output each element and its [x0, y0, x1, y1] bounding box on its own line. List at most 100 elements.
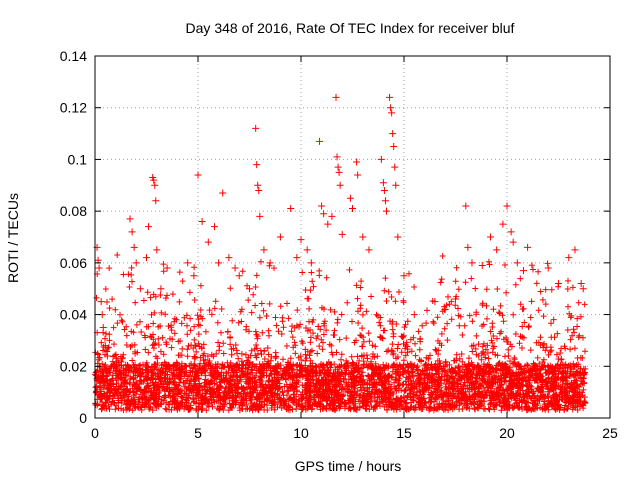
plot-frame — [94, 55, 611, 419]
y-tick-label: 0.04 — [60, 307, 87, 323]
data-point — [225, 254, 233, 262]
y-tick-label: 0.08 — [60, 203, 87, 219]
y-tick-label: 0.14 — [60, 48, 87, 64]
data-point — [359, 233, 367, 241]
data-point — [126, 215, 134, 223]
data-point — [394, 233, 402, 241]
data-point — [441, 305, 449, 313]
y-axis-ticks: 0 0.02 0.04 0.06 0.08 0.1 0.12 0.14 — [60, 48, 610, 426]
data-point — [334, 163, 342, 171]
data-point — [338, 230, 346, 238]
data-point — [386, 93, 394, 101]
data-point — [260, 246, 268, 254]
data-point — [145, 223, 153, 231]
data-point — [99, 324, 107, 331]
x-tick-label: 25 — [602, 425, 618, 441]
data-point — [519, 267, 527, 275]
data-point — [565, 254, 573, 262]
data-point — [287, 205, 295, 213]
x-tick-label: 10 — [293, 425, 309, 441]
data-point — [215, 259, 223, 267]
y-tick-label: 0.12 — [60, 100, 87, 116]
background-noise-band — [92, 252, 589, 414]
data-point — [204, 238, 212, 246]
data-point — [153, 246, 161, 254]
data-point — [389, 130, 397, 138]
data-point — [150, 176, 158, 184]
data-point — [320, 210, 328, 218]
data-point — [190, 272, 198, 280]
data-point — [184, 259, 192, 267]
data-point — [381, 197, 389, 205]
data-point — [246, 285, 253, 293]
x-tick-label: 20 — [499, 425, 515, 441]
data-point — [276, 233, 284, 241]
noise-markers — [92, 252, 589, 414]
data-point — [354, 171, 362, 179]
data-point — [410, 311, 418, 319]
data-point — [509, 238, 517, 246]
data-point — [136, 285, 144, 293]
data-point — [198, 217, 206, 225]
x-tick-label: 0 — [91, 425, 99, 441]
data-point — [493, 246, 501, 254]
data-point — [577, 280, 585, 288]
data-point — [252, 124, 260, 132]
data-point — [380, 186, 388, 194]
data-point — [231, 264, 239, 272]
data-point — [335, 168, 343, 176]
data-point — [297, 236, 305, 244]
data-point — [333, 153, 341, 161]
data-point — [132, 259, 140, 267]
data-point — [324, 220, 332, 228]
data-point — [128, 228, 136, 236]
data-point — [346, 194, 354, 202]
data-point — [151, 181, 159, 189]
data-point — [303, 246, 311, 254]
data-point — [391, 163, 399, 171]
data-point — [328, 212, 336, 220]
chart-title: Day 348 of 2016, Rate Of TEC Index for r… — [186, 20, 515, 36]
data-point — [487, 233, 495, 241]
data-point — [130, 243, 138, 251]
data-point — [499, 220, 507, 228]
data-point — [157, 285, 165, 293]
y-tick-label: 0 — [79, 410, 87, 426]
data-point — [390, 143, 398, 150]
data-point — [452, 295, 459, 303]
y-tick-label: 0.02 — [60, 358, 87, 374]
data-point — [392, 181, 400, 189]
data-point — [316, 137, 324, 145]
x-axis-ticks: 0 5 10 15 20 25 — [91, 56, 618, 441]
data-point — [95, 264, 103, 272]
y-tick-label: 0.1 — [68, 151, 88, 167]
data-point — [468, 259, 476, 267]
data-point — [524, 243, 532, 251]
data-point — [462, 202, 470, 210]
data-point — [503, 202, 511, 210]
data-point — [256, 212, 264, 220]
data-point — [101, 342, 109, 350]
data-point — [353, 158, 361, 166]
data-point — [382, 207, 390, 215]
data-point — [478, 261, 486, 269]
data-point — [210, 223, 218, 231]
data-point — [379, 179, 387, 187]
data-point — [235, 272, 243, 280]
data-point — [513, 259, 521, 267]
data-point — [307, 259, 315, 267]
data-point — [332, 93, 340, 101]
data-point — [318, 202, 326, 210]
x-axis-label: GPS time / hours — [295, 458, 402, 474]
x-tick-label: 15 — [396, 425, 412, 441]
data-point — [143, 254, 150, 262]
data-point — [97, 298, 105, 306]
data-point — [163, 264, 171, 272]
data-point — [152, 197, 160, 205]
data-point — [571, 246, 579, 254]
data-point — [293, 254, 301, 262]
data-point — [365, 246, 373, 254]
data-point — [400, 272, 408, 280]
data-point — [544, 264, 552, 272]
